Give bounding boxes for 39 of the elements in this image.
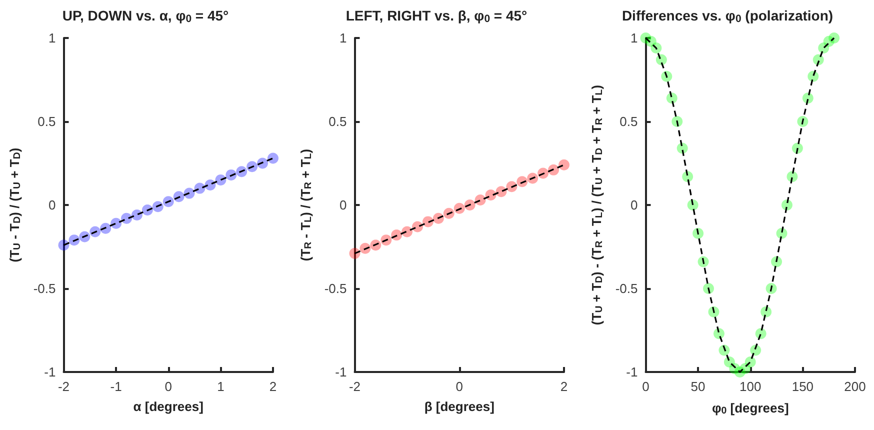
y-tick-label: 1 (339, 30, 347, 46)
y-tick-label: -1 (335, 364, 347, 380)
text: (TR - TL) / (TR + TL) (298, 148, 314, 262)
y-tick-label: -1 (44, 364, 56, 380)
x-axis-title: β [degrees] (424, 399, 494, 414)
y-tick-label: 1 (48, 30, 56, 46)
point (246, 161, 258, 172)
x-tick-label: 150 (792, 379, 814, 394)
x-tick-label: 0 (642, 379, 650, 394)
x-tick-label: 1 (217, 379, 224, 394)
point (268, 152, 278, 164)
x-tick-label: -2 (348, 379, 361, 394)
text: (TU + TD) - (TR + TL) / (TU + TD + TR + TL) (589, 84, 605, 326)
x-tick-label: 0 (456, 379, 463, 394)
point (380, 234, 392, 246)
x-axis-title: α [degrees] (133, 399, 204, 414)
y-tick-label: 0.5 (38, 114, 56, 129)
x-tick-label: 0 (164, 379, 172, 394)
y-tick-label: -0.5 (33, 281, 56, 296)
y-tick-label: -1 (626, 364, 638, 380)
y-tick-label: 0 (339, 198, 347, 212)
x-tick-label: 100 (740, 379, 762, 394)
point (558, 159, 570, 170)
x-tick-label: -1 (110, 379, 122, 394)
y-tick-label: 1 (630, 30, 638, 46)
x-tick-label: 2 (269, 379, 277, 394)
x-tick-label: -2 (58, 379, 70, 394)
y-tick-label: -0.5 (615, 281, 638, 296)
point (349, 248, 360, 259)
y-tick-label: 0 (630, 198, 638, 212)
x-tick-label: 50 (690, 379, 706, 394)
x-tick-label: 2 (560, 379, 568, 394)
point (828, 32, 840, 44)
x-tick-label: 200 (844, 379, 866, 394)
y-tick-label: 0.5 (620, 114, 638, 129)
text: (TU - TD) / (TU + TD) (7, 148, 23, 262)
y-tick-label: 0.5 (328, 114, 347, 129)
y-tick-label: -0.5 (324, 281, 347, 296)
y-tick-label: 0 (48, 198, 56, 212)
